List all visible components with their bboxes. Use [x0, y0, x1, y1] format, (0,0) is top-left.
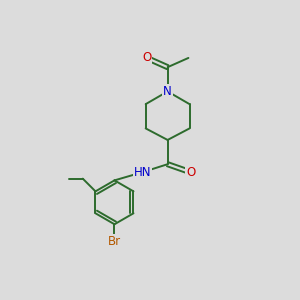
- Text: N: N: [163, 85, 172, 98]
- Text: Br: Br: [108, 235, 121, 248]
- Text: HN: HN: [134, 166, 151, 179]
- Text: O: O: [186, 166, 195, 179]
- Text: O: O: [142, 51, 152, 64]
